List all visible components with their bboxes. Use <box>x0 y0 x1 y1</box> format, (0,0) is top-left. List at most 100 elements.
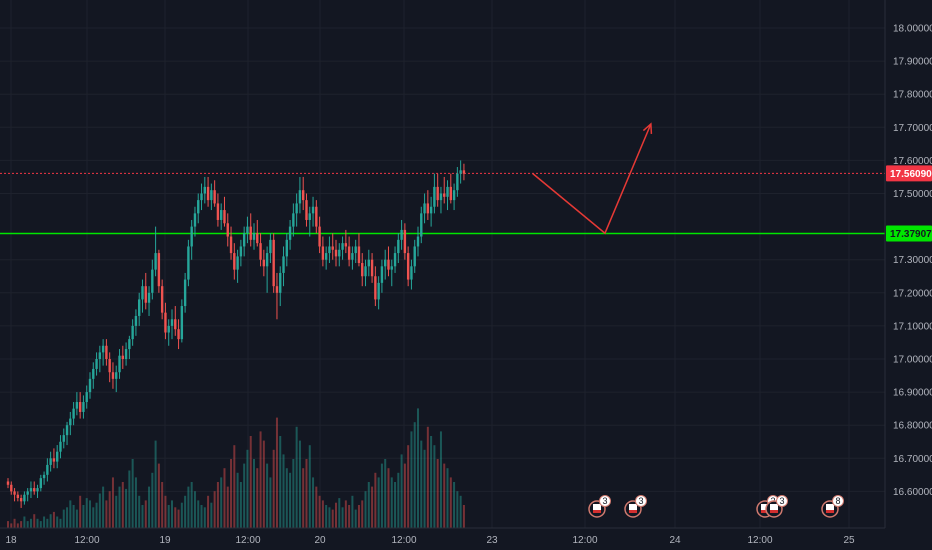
candle-body <box>180 306 184 340</box>
volume-bar <box>46 518 49 528</box>
candle-body <box>439 193 443 201</box>
volume-bar <box>295 426 298 528</box>
volume-bar <box>157 463 160 528</box>
candle-body <box>75 402 79 409</box>
candle-body <box>108 359 111 373</box>
volume-bar <box>29 518 32 528</box>
volume-bar <box>161 482 164 528</box>
time-tick-label: 25 <box>843 535 855 546</box>
volume-bar <box>236 472 239 528</box>
volume-bar <box>233 445 236 528</box>
candle-body <box>459 170 462 174</box>
volume-bar <box>315 486 318 528</box>
volume-bar <box>436 459 439 528</box>
candle-body <box>370 259 374 277</box>
volume-bar <box>177 509 180 528</box>
volume-bar <box>272 449 275 528</box>
time-tick-label: 24 <box>669 535 681 546</box>
candle-body <box>420 213 423 237</box>
volume-bar <box>125 488 128 528</box>
volume-bar <box>446 468 449 528</box>
volume-bar <box>318 495 321 528</box>
candle-body <box>19 498 23 502</box>
candle-body <box>164 312 167 333</box>
volume-bar <box>95 502 98 528</box>
price-tick-label: 17.80000 <box>893 90 932 101</box>
volume-bar <box>134 477 137 528</box>
volume-bar <box>413 422 416 528</box>
candle-body <box>305 200 308 220</box>
price-tag <box>886 165 932 182</box>
candle-body <box>193 213 197 227</box>
candle-body <box>269 239 272 254</box>
volume-bar <box>43 516 46 528</box>
price-scale[interactable] <box>885 0 932 528</box>
projection-drawing[interactable] <box>532 122 653 235</box>
candle-body <box>390 266 393 270</box>
candle-body <box>413 246 416 267</box>
volume-bar <box>387 468 390 528</box>
volume-bar <box>374 472 377 528</box>
volume-bar <box>7 521 9 528</box>
candle-body <box>347 246 351 260</box>
volume-bar <box>102 486 105 528</box>
candle-body <box>92 368 95 379</box>
volume-bar <box>184 495 187 528</box>
volume-bar <box>312 477 315 528</box>
volume-bar <box>118 486 121 528</box>
projection-path[interactable] <box>532 123 652 235</box>
volume-bar <box>266 463 269 528</box>
volume-bar <box>138 495 141 528</box>
candle-body <box>206 186 210 201</box>
candle-body <box>42 474 46 479</box>
candle-body <box>367 259 370 267</box>
volume-bar <box>36 518 39 528</box>
candle-body <box>321 246 325 260</box>
candle-body <box>16 494 20 499</box>
event-count-label: 3 <box>779 496 784 506</box>
volume-bar <box>341 507 344 528</box>
candle-body <box>272 239 275 287</box>
volume-bar <box>230 459 233 528</box>
candle-body <box>236 256 239 270</box>
candle-body <box>354 246 357 254</box>
volume-bar <box>75 509 78 528</box>
volume-bar <box>62 509 65 528</box>
volume-bar <box>131 459 134 528</box>
price-tick-label: 17.50000 <box>893 189 932 200</box>
event-count-label: 8 <box>835 496 840 506</box>
volume-bar <box>410 431 413 528</box>
volume-bar <box>433 445 436 528</box>
event-markers[interactable]: 33238 <box>588 495 844 518</box>
volume-bar <box>351 495 354 528</box>
candle-body <box>311 206 315 214</box>
price-tag-label: 17.37907 <box>890 229 932 240</box>
candle-body <box>259 243 262 260</box>
candle-body <box>203 186 206 194</box>
volume-bar <box>328 507 331 528</box>
price-tick-label: 18.00000 <box>893 24 932 35</box>
price-tick-label: 16.60000 <box>893 487 932 498</box>
price-tick-label: 17.60000 <box>893 156 932 167</box>
volume-bar <box>256 468 259 528</box>
event-count-label: 3 <box>602 496 607 506</box>
volume-bar <box>253 459 255 528</box>
candle-body <box>177 329 180 340</box>
candle-body <box>128 339 131 350</box>
flag-icon-stripe <box>770 510 778 513</box>
time-tick-label: 23 <box>486 535 498 546</box>
time-scale[interactable] <box>0 528 932 550</box>
time-tick-label: 19 <box>159 535 171 546</box>
volume-bar <box>456 491 459 528</box>
volume-bar <box>98 493 101 528</box>
volume-bar <box>190 482 193 528</box>
candle-body <box>190 226 193 247</box>
volume-bar <box>430 436 433 528</box>
volume-bar <box>397 472 400 528</box>
candle-body <box>344 243 348 247</box>
candle-body <box>138 299 141 316</box>
candle-body <box>65 425 69 436</box>
volume-bar <box>384 459 387 528</box>
